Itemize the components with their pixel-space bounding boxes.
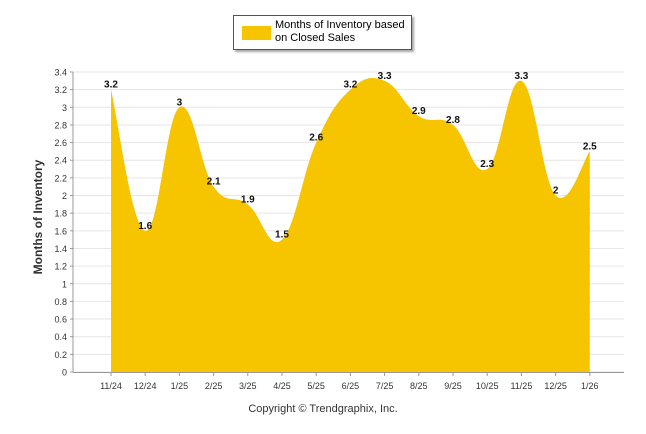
y-tick-labels: 0 0.2 0.4 0.6 0.8 1 1.2 1.4 1.6 1.8 2 2.2 2.4 2.6 2.8 3…: [54, 68, 73, 378]
data-label: 3.2: [104, 80, 118, 91]
axes: [72, 72, 624, 373]
data-label: 2.1: [207, 177, 221, 188]
area-layer: [110, 78, 590, 372]
legend-swatch: [242, 26, 271, 40]
area-series: [111, 78, 590, 372]
y-tick-label: 3: [62, 103, 67, 113]
y-tick-label: 2.8: [54, 120, 67, 130]
y-tick-label: 1.8: [54, 209, 67, 219]
y-tick-label: 2.2: [54, 173, 67, 183]
x-tick-label: 11/24: [100, 381, 122, 391]
x-tick-label: 5/25: [307, 381, 325, 391]
data-label: 3.3: [378, 71, 392, 82]
x-tick-label: 12/25: [544, 381, 567, 391]
data-label: 2: [553, 186, 559, 197]
y-tick-label: 0: [62, 368, 67, 378]
data-label: 3: [177, 97, 183, 108]
data-labels: 3.2 1.6 3 2.1 1.9 1.5 2.6 3.2 3.3 2.9 2.8 2.3 3.3 2 2.…: [104, 71, 597, 241]
y-tick-label: 1.6: [54, 226, 67, 236]
data-label: 2.3: [480, 159, 494, 170]
x-tick-label: 3/25: [239, 381, 257, 391]
data-label: 3.3: [514, 71, 528, 82]
x-tick-label: 2/25: [205, 381, 223, 391]
x-tick-label: 1/26: [581, 381, 599, 391]
copyright-text: Copyright © Trendgraphix, Inc.: [248, 403, 398, 415]
y-tick-label: 3.4: [54, 68, 67, 78]
y-tick-label: 3.2: [54, 85, 67, 95]
y-tick-label: 0.4: [54, 332, 67, 342]
y-tick-label: 2.4: [54, 156, 67, 166]
x-tick-labels: 11/24 12/24 1/25 2/25 3/25 4/25 5/25 6/25 7/25 8/…: [100, 372, 599, 391]
data-label: 2.6: [309, 133, 323, 144]
x-tick-label: 10/25: [476, 381, 499, 391]
data-label: 1.6: [138, 221, 152, 232]
legend[interactable]: Months of Inventory based on Closed Sale…: [233, 15, 412, 50]
data-label: 1.9: [241, 194, 255, 205]
x-tick-label: 4/25: [273, 381, 291, 391]
y-tick-label: 2.6: [54, 138, 67, 148]
data-label: 2.8: [446, 115, 460, 126]
y-tick-label: 0.8: [54, 297, 67, 307]
data-label: 2.9: [412, 106, 426, 117]
y-tick-label: 0.2: [54, 350, 67, 360]
x-tick-label: 11/25: [510, 381, 532, 391]
y-tick-label: 1.4: [54, 244, 67, 254]
x-tick-label: 1/25: [171, 381, 189, 391]
y-tick-label: 1: [62, 279, 67, 289]
data-label: 1.5: [275, 230, 289, 241]
x-tick-label: 9/25: [444, 381, 462, 391]
x-tick-label: 8/25: [410, 381, 428, 391]
x-tick-label: 7/25: [376, 381, 394, 391]
y-tick-label: 1.2: [54, 262, 67, 272]
legend-label: Months of Inventory based on Closed Sale…: [275, 19, 405, 44]
x-tick-label: 6/25: [342, 381, 360, 391]
y-tick-label: 0.6: [54, 315, 67, 325]
y-tick-label: 2: [62, 191, 67, 201]
data-label: 2.5: [583, 141, 597, 152]
y-axis-label: Months of Inventory: [31, 159, 45, 274]
data-label: 3.2: [343, 80, 357, 91]
x-tick-label: 12/24: [134, 381, 157, 391]
